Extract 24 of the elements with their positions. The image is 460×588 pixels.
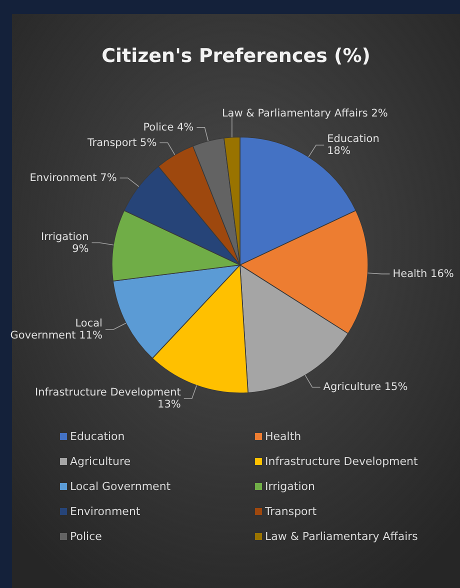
category-label: Health 16% xyxy=(392,268,454,280)
category-label: Police 4% xyxy=(143,121,194,134)
legend-label: Infrastructure Development xyxy=(265,455,419,468)
category-label: Agriculture 15% xyxy=(323,381,408,394)
chart-title: Citizen's Preferences (%) xyxy=(102,45,370,67)
legend-label: Local Government xyxy=(70,480,172,493)
legend-label: Transport xyxy=(264,505,318,518)
data-label: 9% xyxy=(72,242,89,255)
legend-label: Environment xyxy=(70,505,141,518)
legend-label: Irrigation xyxy=(265,480,315,493)
slice-label: Infrastructure Development xyxy=(35,386,181,399)
category-label: Transport 5% xyxy=(87,136,157,149)
legend-label: Agriculture xyxy=(70,455,131,468)
category-label: Law & Parliamentary Affairs 2% xyxy=(222,107,388,120)
category-label: Environment 7% xyxy=(30,172,117,184)
slice-label: Education xyxy=(327,133,380,146)
data-label: 13% xyxy=(158,398,181,411)
legend-label: Law & Parliamentary Affairs xyxy=(265,530,418,543)
legend-label: Education xyxy=(70,430,125,443)
slice-label: Irrigation xyxy=(41,230,89,243)
legend-label: Health xyxy=(265,430,302,443)
legend-label: Police xyxy=(70,530,102,543)
data-label: 18% xyxy=(327,145,350,158)
category-label: Local Government 11% xyxy=(10,317,102,342)
